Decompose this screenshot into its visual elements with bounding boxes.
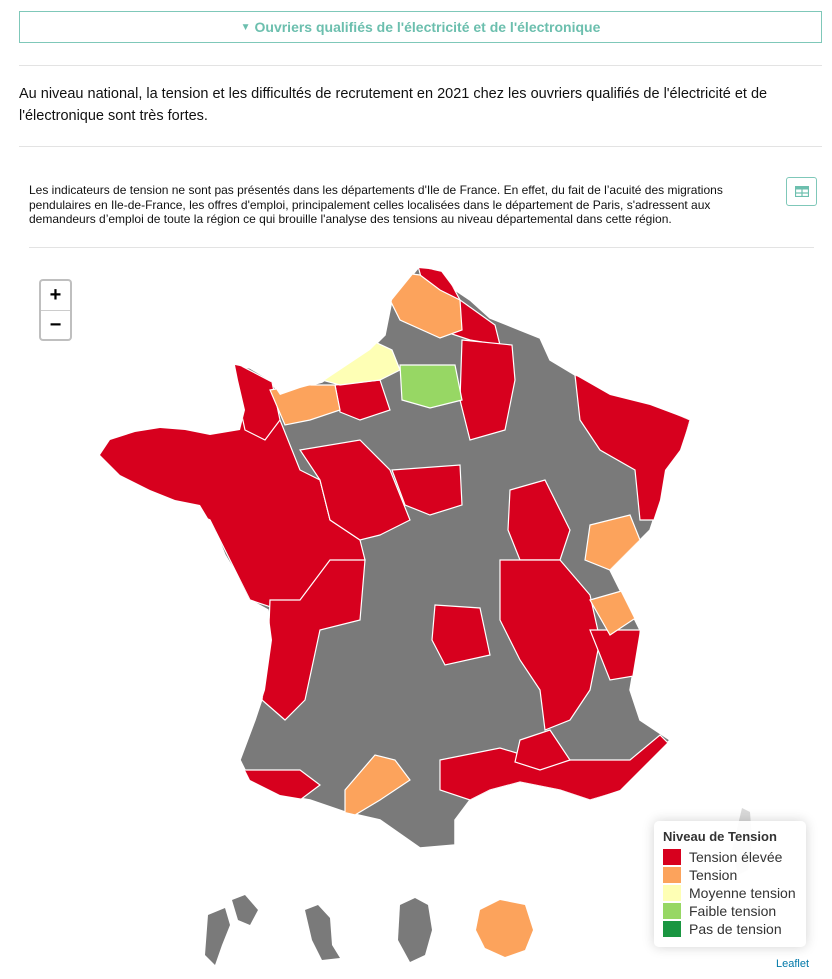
divider [19, 65, 822, 66]
legend-title: Niveau de Tension [663, 829, 777, 844]
legend-label: Faible tension [689, 903, 777, 919]
caret-down-icon: ▼ [240, 21, 251, 33]
guyane[interactable] [398, 898, 432, 962]
legend-item: Moyenne tension [663, 884, 797, 902]
zoom-control: + − [39, 279, 72, 341]
legend-swatch [663, 921, 681, 937]
legend-label: Pas de tension [689, 921, 782, 937]
intro-paragraph: Au niveau national, la tension et les di… [19, 86, 768, 124]
region-puy-de-dome-high[interactable] [431, 604, 491, 666]
table-icon [794, 186, 809, 197]
legend-swatch [663, 885, 681, 901]
show-table-button[interactable] [786, 177, 817, 206]
legend-label: Moyenne tension [689, 885, 796, 901]
legend-item: Tension [663, 866, 797, 884]
zoom-in-button[interactable]: + [41, 281, 70, 311]
leaflet-attribution-link[interactable]: Leaflet [776, 958, 810, 970]
ile-de-france-note: Les indicateurs de tension ne sont pas p… [29, 183, 723, 226]
legend-item: Tension élevée [663, 848, 797, 866]
map-legend: Niveau de Tension Tension élevée Tension… [654, 821, 806, 947]
martinique[interactable] [305, 905, 340, 960]
zoom-out-button[interactable]: − [49, 314, 62, 336]
legend-label: Tension [689, 867, 738, 883]
legend-item: Faible tension [663, 902, 797, 920]
guadeloupe[interactable] [205, 895, 258, 965]
region-gard-high[interactable] [514, 729, 571, 771]
divider [29, 247, 814, 248]
region-loiret-high[interactable] [391, 464, 463, 516]
region-centre-high[interactable] [298, 439, 411, 541]
region-doubs-tension[interactable] [584, 514, 641, 571]
occupation-accordion-toggle[interactable]: ▼ Ouvriers qualifiés de l'électricité et… [19, 11, 822, 43]
region-aisne-low[interactable] [399, 364, 463, 409]
divider [19, 146, 822, 147]
legend-swatch [663, 903, 681, 919]
legend-swatch [663, 849, 681, 865]
region-pas-de-calais-tension[interactable] [389, 271, 463, 339]
region-rhone-high[interactable] [499, 559, 601, 731]
legend-item: Pas de tension [663, 920, 797, 938]
reunion[interactable] [476, 900, 533, 957]
legend-label: Tension élevée [689, 849, 783, 865]
legend-swatch [663, 867, 681, 883]
accordion-label: Ouvriers qualifiés de l'électricité et d… [254, 19, 601, 35]
